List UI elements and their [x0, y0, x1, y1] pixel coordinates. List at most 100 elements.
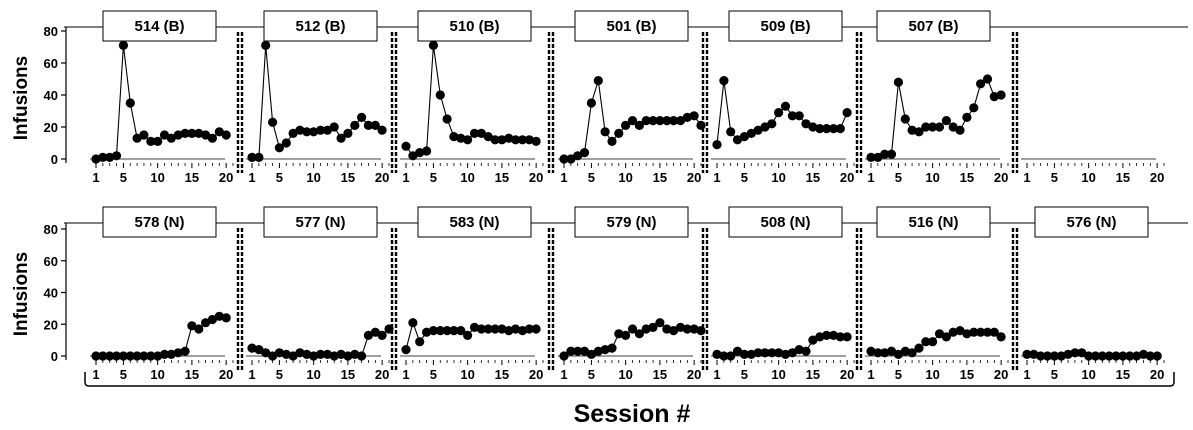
data-point: [900, 114, 910, 124]
x-tick-label: 1: [248, 170, 255, 185]
x-tick-label: 20: [375, 170, 389, 185]
data-point: [1029, 349, 1039, 359]
y-tick-label: 80: [44, 24, 58, 39]
x-tick-label: 1: [92, 367, 99, 382]
data-point: [669, 326, 679, 336]
data-point: [726, 127, 736, 137]
data-point: [586, 98, 597, 108]
panel-title-box: [574, 206, 689, 238]
x-tick-label: 20: [219, 170, 233, 185]
data-point: [166, 133, 176, 143]
data-point: [139, 351, 149, 361]
data-point: [343, 128, 353, 138]
data-point: [794, 111, 804, 121]
data-point: [600, 127, 610, 137]
data-point: [559, 351, 569, 361]
data-point: [835, 124, 845, 134]
data-point: [435, 326, 445, 336]
y-tick-label: 40: [44, 286, 58, 301]
data-point: [928, 337, 938, 347]
x-tick-label: 5: [741, 367, 748, 382]
data-point: [315, 349, 326, 359]
data-point: [893, 77, 904, 87]
x-tick-label: 5: [895, 367, 902, 382]
data-point: [689, 324, 699, 334]
data-point: [1042, 351, 1053, 361]
data-point: [828, 124, 839, 134]
x-tick-label: 5: [1051, 367, 1058, 382]
data-point: [125, 98, 135, 108]
data-point: [996, 90, 1006, 100]
x-tick-label: 10: [150, 367, 164, 382]
panel-title: 508 (N): [760, 214, 810, 231]
data-point: [187, 128, 197, 138]
x-tick-label: 10: [1081, 170, 1095, 185]
data-point: [982, 327, 993, 337]
x-tick-label: 1: [1023, 367, 1030, 382]
y-tick-label: 40: [44, 88, 58, 103]
data-point: [401, 141, 411, 151]
data-point: [982, 74, 993, 84]
data-point: [767, 348, 777, 358]
data-point: [415, 148, 425, 158]
data-point: [428, 40, 438, 51]
x-tick-label: 20: [219, 367, 233, 382]
x-tick-label: 15: [960, 170, 974, 185]
y-tick-label: 20: [44, 120, 58, 135]
data-point: [732, 346, 743, 356]
x-tick-label: 5: [430, 170, 437, 185]
data-point: [343, 351, 353, 361]
data-point: [118, 40, 128, 51]
x-tick-label: 10: [925, 367, 939, 382]
data-point: [1111, 351, 1121, 361]
data-point: [428, 326, 438, 336]
data-point: [442, 114, 452, 124]
x-tick-label: 20: [840, 170, 854, 185]
data-point: [934, 329, 945, 339]
x-tick-label: 10: [771, 367, 785, 382]
data-point: [363, 120, 373, 130]
panel-title-box: [728, 10, 843, 42]
data-point: [463, 330, 473, 340]
data-point: [329, 122, 339, 132]
series-line: [871, 78, 1002, 158]
data-point: [886, 346, 897, 356]
x-tick-label: 20: [529, 367, 543, 382]
data-point: [579, 346, 590, 356]
panel-title: 514 (B): [134, 18, 184, 35]
y-tick-label: 60: [44, 254, 58, 269]
data-point: [247, 152, 257, 162]
data-point: [111, 151, 122, 161]
x-tick-label: 5: [588, 170, 595, 185]
session-bracket: [84, 372, 1175, 387]
data-point: [456, 326, 466, 336]
panel-title-box: [574, 10, 689, 42]
data-point: [207, 314, 217, 325]
data-point: [682, 324, 692, 334]
panel-title-box: [876, 206, 991, 238]
data-point: [780, 349, 791, 359]
data-point: [801, 119, 811, 129]
data-point: [329, 351, 339, 361]
data-point: [822, 124, 832, 134]
panel-title: 577 (N): [295, 214, 345, 231]
data-point: [641, 116, 651, 126]
data-point: [969, 103, 979, 113]
x-tick-label: 15: [960, 367, 974, 382]
x-tick-label: 5: [120, 170, 127, 185]
data-point: [607, 136, 617, 146]
data-point: [350, 120, 360, 130]
x-tick-label: 10: [618, 367, 632, 382]
data-point: [866, 346, 876, 356]
data-point: [907, 348, 917, 358]
x-tick-label: 15: [185, 170, 199, 185]
data-point: [187, 321, 197, 331]
data-point: [497, 324, 507, 334]
x-tick-label: 15: [185, 367, 199, 382]
x-tick-label: 10: [306, 367, 320, 382]
